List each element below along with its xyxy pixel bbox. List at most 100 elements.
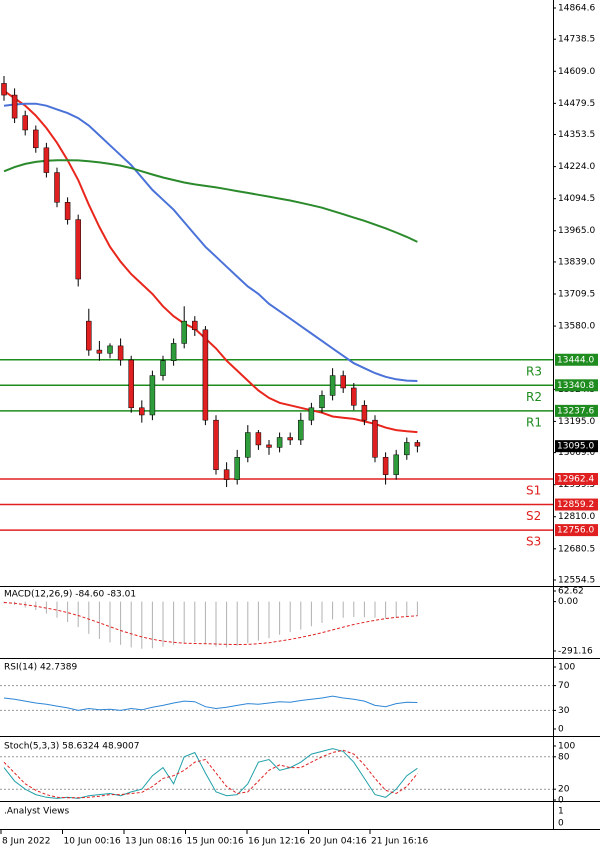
pivot-name: R1 [526,415,542,429]
pivot-price-label: 13444.0 [557,355,594,365]
candle-body [382,457,389,475]
candle-body [372,419,378,458]
y-tick-label: 80 [558,752,570,762]
pivot-price-box [555,353,598,366]
y-tick-label: 13839.0 [558,257,595,267]
y-tick-label: 13965.0 [558,226,595,236]
y-tick-label: 14479.5 [558,99,595,109]
y-tick-label: 30 [558,706,570,716]
x-tick-label: 16 Jun 12:16 [248,837,305,847]
x-tick-label: 8 Jun 2022 [2,837,50,847]
candle-body [234,457,240,480]
pivot-price-label: 13340.8 [557,381,594,391]
y-tick-label: 13069.0 [558,448,595,458]
candle-body [160,360,166,376]
y-tick-label: 12680.5 [558,544,595,554]
candle-body [255,432,262,446]
y-tick-label: 0.00 [558,597,578,607]
panel-title: Stoch(5,3,3) 58.6324 48.9007 [4,742,139,752]
moving-average [3,89,418,434]
candle-body [340,375,346,389]
y-tick-label: 62.62 [558,587,584,597]
candle-body [128,359,134,409]
x-tick-label: 10 Jun 00:16 [64,837,121,847]
candle-body [54,172,60,203]
candle-body [319,395,325,409]
indicator-line [3,748,418,799]
pivot-name: R3 [526,364,542,378]
y-tick-label: 12939.5 [558,480,595,490]
candle-body [107,345,113,354]
pivot-name: R2 [526,390,542,404]
candle-body [139,407,145,416]
indicator-line [3,695,418,711]
candle-body [223,469,230,480]
candle-body [181,320,187,344]
candle-body [361,405,368,421]
candle-body [64,202,71,220]
pivot-price-box [555,379,598,392]
pivot-price-box [555,473,598,486]
candle-body [22,115,28,131]
pivot-price-box [555,404,598,417]
y-tick-label: 100 [558,742,575,752]
candle-body [33,129,39,149]
pivot-price-label: 13237.6 [557,406,594,416]
pivot-price-box [555,524,598,537]
y-tick-label: 14738.5 [558,35,595,45]
y-tick-label: 14609.0 [558,67,595,77]
candle-body [266,444,272,448]
panel-title: RSI(14) 42.7389 [4,663,77,673]
pivot-name: S2 [526,509,541,523]
x-tick-label: 13 Jun 08:16 [125,837,182,847]
candle-body [1,83,7,96]
y-tick-label: 0 [558,725,564,735]
y-tick-label: 14864.6 [558,4,595,14]
y-tick-label: 14353.5 [558,130,595,140]
x-tick-label: 20 Jun 04:16 [310,837,367,847]
y-tick-label: 14094.5 [558,194,595,204]
y-tick-label: 12810.0 [558,512,595,522]
pivot-price-label: 12756.0 [557,526,594,536]
y-tick-label: 12554.5 [558,576,595,586]
y-tick-label: 14224.0 [558,162,595,172]
candle-body [96,349,103,354]
candle-body [192,320,198,331]
x-tick-label: 15 Jun 00:16 [187,837,244,847]
analyst-tick: 1 [558,807,564,817]
candle-body [149,375,156,416]
indicator-line [3,749,418,799]
y-tick-label: -291.16 [558,647,593,657]
y-tick-label: 13709.5 [558,290,595,300]
candle-body [287,437,293,441]
candle-body [329,375,336,396]
y-tick-label: 0 [558,796,564,806]
y-tick-label: 100 [558,663,575,673]
y-tick-label: 13580.0 [558,322,595,332]
analyst-tick: 0 [558,819,564,829]
candle-body [351,387,357,406]
y-tick-label: 13195.0 [558,417,595,427]
candle-body [11,94,18,119]
candle-body [308,407,315,421]
pivot-price-label: 12962.4 [557,475,594,485]
pivot-name: S1 [526,484,541,498]
current-price-label: 13095.0 [557,442,594,452]
signal-line [3,602,418,646]
y-tick-label: 20 [558,785,570,795]
candle-body [245,432,251,458]
candle-body [213,419,219,470]
candle-body [414,442,421,447]
candle-body [86,320,92,351]
panel-title: MACD(12,26,9) -84.60 -83.01 [4,590,136,600]
analyst-title: .Analyst Views [4,807,69,817]
candle-body [298,419,304,441]
x-tick-label: 21 Jun 16:16 [371,837,428,847]
candle-body [43,147,50,173]
current-price-box [555,440,598,453]
candle-body [202,329,209,421]
moving-average [3,102,418,382]
pivot-price-label: 12859.2 [557,500,594,510]
candle-body [170,343,177,361]
